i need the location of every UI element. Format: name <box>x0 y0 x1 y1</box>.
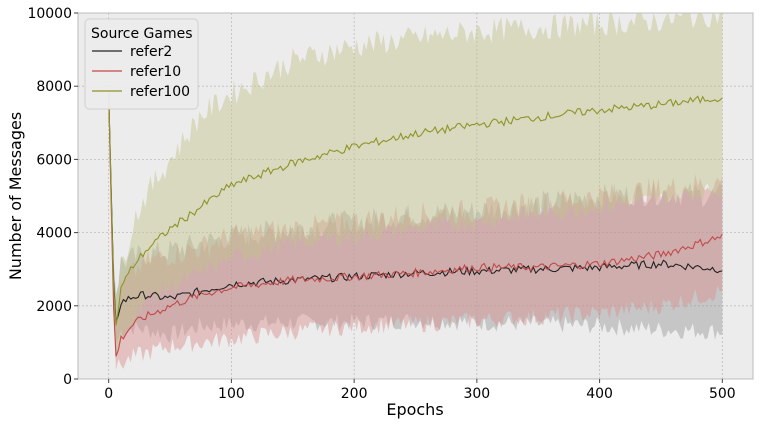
legend-box <box>84 18 199 110</box>
line-refer100 <box>108 93 723 326</box>
y-tick-label: 10000 <box>27 6 72 22</box>
y-axis-ticks: 0 2000 4000 6000 8000 10000 <box>27 6 78 388</box>
x-tick-label: 500 <box>709 386 736 402</box>
x-tick-label: 200 <box>341 386 368 402</box>
band-refer2 <box>108 93 723 344</box>
y-tick-label: 6000 <box>36 152 72 168</box>
legend-label-refer100: refer100 <box>130 84 190 100</box>
legend-label-refer10: refer10 <box>130 64 181 80</box>
x-axis-ticks: 0 100 200 300 400 500 <box>104 379 736 402</box>
band-refer100 <box>108 13 723 360</box>
line-refer10 <box>108 93 723 357</box>
confidence-bands <box>108 13 723 371</box>
y-axis-title: Number of Messages <box>6 112 25 280</box>
band-refer10 <box>108 93 723 371</box>
y-tick-label: 4000 <box>36 226 72 242</box>
x-tick-label: 300 <box>463 386 490 402</box>
x-tick-label: 400 <box>586 386 613 402</box>
x-tick-label: 0 <box>104 386 113 402</box>
y-tick-label: 8000 <box>36 79 72 95</box>
x-axis-title: Epochs <box>386 400 443 419</box>
series-lines <box>108 93 723 357</box>
y-tick-label: 0 <box>63 372 72 388</box>
legend-label-refer2: refer2 <box>130 44 172 60</box>
legend: Source Games refer2 refer10 refer100 <box>84 18 199 110</box>
plot-frame <box>77 12 754 380</box>
y-tick-label: 2000 <box>36 299 72 315</box>
legend-title: Source Games <box>91 26 193 42</box>
x-tick-label: 100 <box>218 386 245 402</box>
